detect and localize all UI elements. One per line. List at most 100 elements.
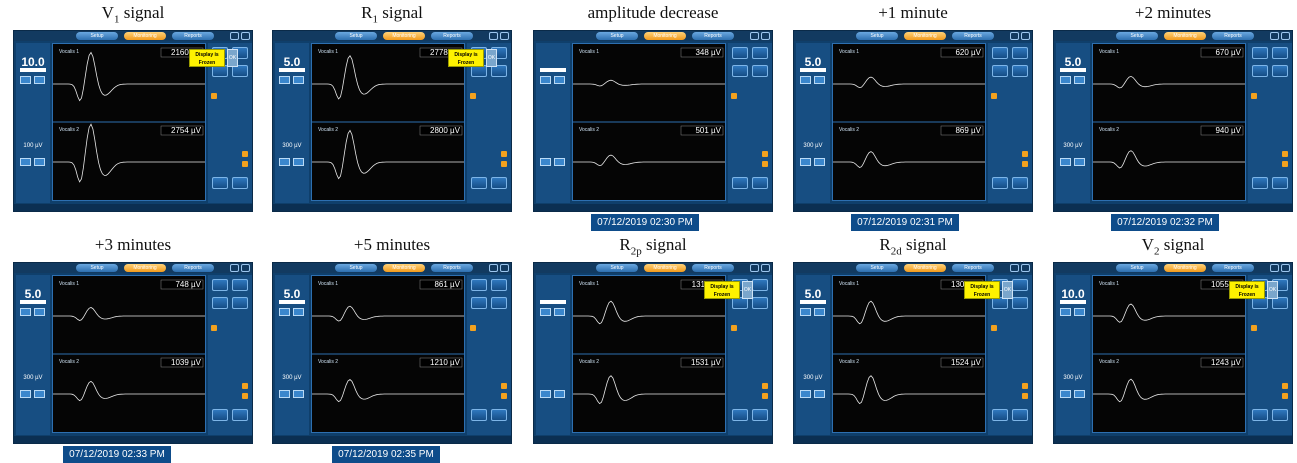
tab-reports[interactable]: Reports (431, 264, 473, 272)
help-button[interactable] (491, 409, 507, 421)
event-capture-checkbox[interactable] (1251, 325, 1257, 331)
advanced-settings-button[interactable] (1252, 177, 1268, 189)
minus-button[interactable] (279, 308, 290, 316)
electrode-check-button[interactable] (212, 279, 228, 291)
minus-button[interactable] (800, 308, 811, 316)
plus-button[interactable] (293, 308, 304, 316)
electrode-check-button[interactable] (1252, 47, 1268, 59)
alert-checkbox[interactable] (242, 151, 248, 157)
tab-reports[interactable]: Reports (1212, 32, 1254, 40)
window-icon[interactable] (761, 264, 770, 272)
window-icon[interactable] (1021, 264, 1030, 272)
freeze-button[interactable] (752, 279, 768, 291)
plus-button[interactable] (814, 76, 825, 84)
help-button[interactable] (1272, 409, 1288, 421)
plus-button[interactable] (293, 76, 304, 84)
plus-button[interactable] (293, 390, 304, 398)
display-button[interactable] (992, 65, 1008, 77)
measure-button[interactable] (1012, 65, 1028, 77)
home-icon[interactable] (750, 32, 759, 40)
help-button[interactable] (1012, 177, 1028, 189)
alert-checkbox[interactable] (762, 151, 768, 157)
tab-setup[interactable]: Setup (1116, 264, 1158, 272)
window-icon[interactable] (761, 32, 770, 40)
minus-button[interactable] (20, 76, 31, 84)
measure-button[interactable] (1012, 297, 1028, 309)
home-icon[interactable] (230, 32, 239, 40)
freeze-button[interactable] (232, 279, 248, 291)
plus-button[interactable] (1074, 308, 1085, 316)
tab-setup[interactable]: Setup (335, 32, 377, 40)
minus-button[interactable] (540, 158, 551, 166)
tab-monitoring[interactable]: Monitoring (124, 264, 166, 272)
minus-button[interactable] (1060, 390, 1071, 398)
tab-monitoring[interactable]: Monitoring (124, 32, 166, 40)
window-icon[interactable] (241, 264, 250, 272)
window-icon[interactable] (1281, 264, 1290, 272)
tab-setup[interactable]: Setup (76, 32, 118, 40)
minus-button[interactable] (20, 308, 31, 316)
event-capture-checkbox[interactable] (211, 325, 217, 331)
plus-button[interactable] (34, 308, 45, 316)
tab-monitoring[interactable]: Monitoring (644, 32, 686, 40)
tab-monitoring[interactable]: Monitoring (383, 264, 425, 272)
minus-button[interactable] (540, 308, 551, 316)
window-icon[interactable] (1281, 32, 1290, 40)
plus-button[interactable] (34, 158, 45, 166)
help-button[interactable] (752, 409, 768, 421)
save-checkbox[interactable] (501, 161, 507, 167)
home-icon[interactable] (1270, 32, 1279, 40)
plus-button[interactable] (34, 76, 45, 84)
home-icon[interactable] (489, 32, 498, 40)
minus-button[interactable] (1060, 158, 1071, 166)
tab-monitoring[interactable]: Monitoring (383, 32, 425, 40)
advanced-settings-button[interactable] (992, 409, 1008, 421)
tab-setup[interactable]: Setup (596, 264, 638, 272)
advanced-settings-button[interactable] (992, 177, 1008, 189)
home-icon[interactable] (1010, 32, 1019, 40)
event-capture-checkbox[interactable] (470, 93, 476, 99)
display-button[interactable] (732, 65, 748, 77)
save-checkbox[interactable] (1022, 393, 1028, 399)
minus-button[interactable] (279, 158, 290, 166)
plus-button[interactable] (814, 158, 825, 166)
freeze-button[interactable] (1012, 47, 1028, 59)
plus-button[interactable] (814, 390, 825, 398)
advanced-settings-button[interactable] (732, 177, 748, 189)
tab-reports[interactable]: Reports (692, 264, 734, 272)
tab-reports[interactable]: Reports (172, 264, 214, 272)
ok-button[interactable]: OK (486, 49, 497, 67)
minus-button[interactable] (800, 76, 811, 84)
display-button[interactable] (471, 297, 487, 309)
save-checkbox[interactable] (501, 393, 507, 399)
plus-button[interactable] (554, 390, 565, 398)
save-checkbox[interactable] (242, 393, 248, 399)
event-capture-checkbox[interactable] (1251, 93, 1257, 99)
plus-button[interactable] (814, 308, 825, 316)
help-button[interactable] (752, 177, 768, 189)
electrode-check-button[interactable] (992, 47, 1008, 59)
minus-button[interactable] (20, 390, 31, 398)
home-icon[interactable] (750, 264, 759, 272)
help-button[interactable] (1272, 177, 1288, 189)
alert-checkbox[interactable] (1282, 151, 1288, 157)
window-icon[interactable] (241, 32, 250, 40)
help-button[interactable] (232, 177, 248, 189)
advanced-settings-button[interactable] (732, 409, 748, 421)
display-button[interactable] (212, 297, 228, 309)
home-icon[interactable] (1270, 264, 1279, 272)
event-capture-checkbox[interactable] (991, 93, 997, 99)
freeze-button[interactable] (752, 47, 768, 59)
tab-reports[interactable]: Reports (692, 32, 734, 40)
event-capture-checkbox[interactable] (991, 325, 997, 331)
tab-setup[interactable]: Setup (856, 264, 898, 272)
tab-setup[interactable]: Setup (76, 264, 118, 272)
help-button[interactable] (232, 409, 248, 421)
tab-monitoring[interactable]: Monitoring (1164, 32, 1206, 40)
home-icon[interactable] (1010, 264, 1019, 272)
tab-monitoring[interactable]: Monitoring (644, 264, 686, 272)
minus-button[interactable] (1060, 308, 1071, 316)
measure-button[interactable] (491, 297, 507, 309)
measure-button[interactable] (232, 297, 248, 309)
tab-reports[interactable]: Reports (952, 264, 994, 272)
